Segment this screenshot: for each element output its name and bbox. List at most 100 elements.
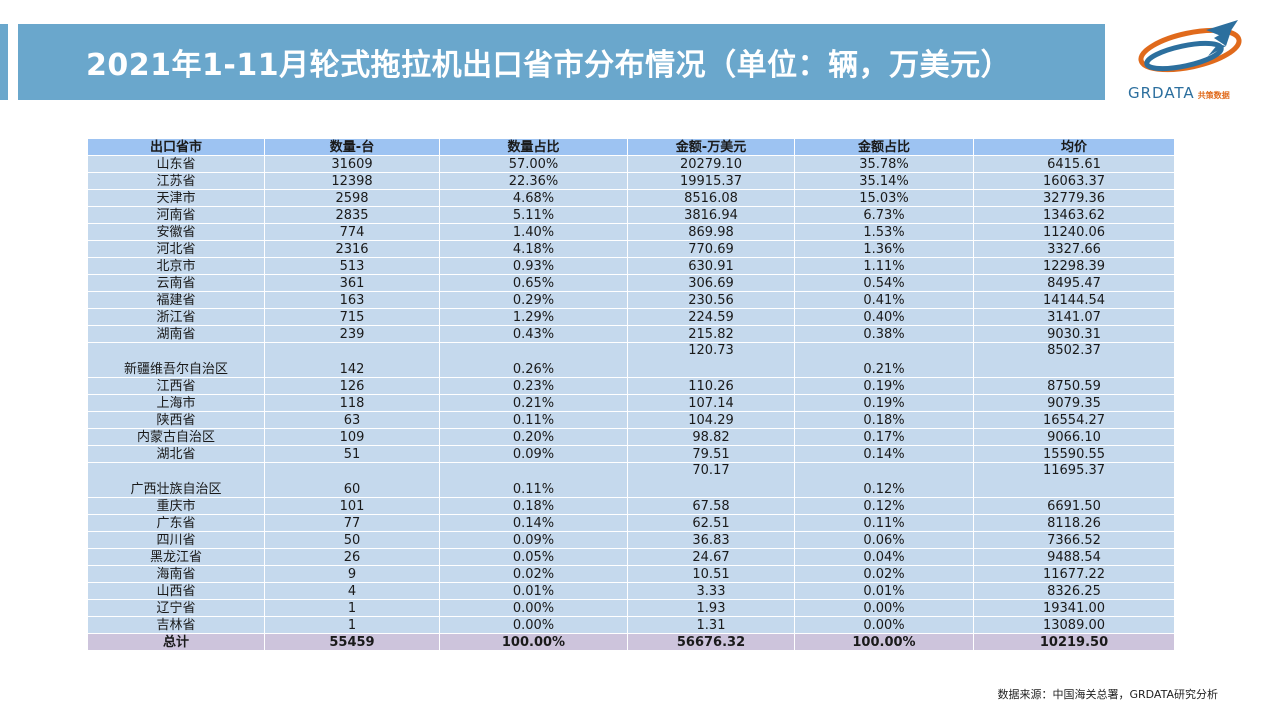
cell-qty: 2835 (264, 206, 440, 224)
table-row: 新疆维吾尔自治区 142 0.26% 120.73 0.21% 8502.37 (87, 342, 1175, 378)
cell-qty-share: 0.00% (439, 616, 628, 634)
cell-province: 海南省 (87, 565, 265, 583)
cell-amount: 67.58 (627, 497, 795, 515)
cell-province: 安徽省 (87, 223, 265, 241)
table-total-row: 总计 55459 100.00% 56676.32 100.00% 10219.… (87, 633, 1175, 651)
cell-qty-share: 57.00% (439, 155, 628, 173)
cell-qty-share: 0.65% (439, 274, 628, 292)
cell-amount: 306.69 (627, 274, 795, 292)
col-header-amount-share: 金额占比 (794, 138, 974, 156)
cell-province: 北京市 (87, 257, 265, 275)
table-row: 江西省 126 0.23% 110.26 0.19% 8750.59 (87, 377, 1175, 395)
cell-amount-share: 0.00% (794, 616, 974, 634)
cell-province: 湖北省 (87, 445, 265, 463)
cell-amount: 770.69 (627, 240, 795, 258)
cell-amount: 107.14 (627, 394, 795, 412)
cell-amount-share: 0.12% (794, 497, 974, 515)
cell-qty-share: 0.23% (439, 377, 628, 395)
total-label: 总计 (87, 633, 265, 651)
cell-avg-price: 11677.22 (973, 565, 1175, 583)
cell-qty: 774 (264, 223, 440, 241)
cell-amount: 230.56 (627, 291, 795, 309)
col-header-amount: 金额-万美元 (627, 138, 795, 156)
cell-qty: 77 (264, 514, 440, 532)
cell-amount-share: 0.01% (794, 582, 974, 600)
grdata-logo: GRDATA 共策数据 (1128, 16, 1252, 102)
table-header-row: 出口省市 数量-台 数量占比 金额-万美元 金额占比 均价 (87, 138, 1175, 156)
cell-qty: 163 (264, 291, 440, 309)
table-row: 北京市 513 0.93% 630.91 1.11% 12298.39 (87, 257, 1175, 275)
cell-amount: 3816.94 (627, 206, 795, 224)
cell-qty: 513 (264, 257, 440, 275)
total-amount-share: 100.00% (794, 633, 974, 651)
table-row: 云南省 361 0.65% 306.69 0.54% 8495.47 (87, 274, 1175, 292)
cell-qty: 51 (264, 445, 440, 463)
cell-qty-share: 5.11% (439, 206, 628, 224)
data-source-note: 数据来源：中国海关总署，GRDATA研究分析 (997, 688, 1218, 701)
cell-qty: 31609 (264, 155, 440, 173)
cell-province: 江苏省 (87, 172, 265, 190)
cell-qty-share: 4.18% (439, 240, 628, 258)
cell-amount: 630.91 (627, 257, 795, 275)
cell-qty: 63 (264, 411, 440, 429)
cell-province: 四川省 (87, 531, 265, 549)
cell-avg-price: 11240.06 (973, 223, 1175, 241)
cell-qty: 101 (264, 497, 440, 515)
cell-qty: 142 (264, 342, 440, 378)
cell-avg-price: 15590.55 (973, 445, 1175, 463)
export-table: 出口省市 数量-台 数量占比 金额-万美元 金额占比 均价 山东省 31609 57… (87, 138, 1175, 651)
cell-qty-share: 4.68% (439, 189, 628, 207)
cell-amount-share: 1.11% (794, 257, 974, 275)
cell-province: 福建省 (87, 291, 265, 309)
cell-amount-share: 0.04% (794, 548, 974, 566)
cell-qty-share: 0.11% (439, 462, 628, 498)
cell-amount-share: 1.36% (794, 240, 974, 258)
cell-qty-share: 0.01% (439, 582, 628, 600)
table-row: 浙江省 715 1.29% 224.59 0.40% 3141.07 (87, 308, 1175, 326)
cell-qty-share: 0.43% (439, 325, 628, 343)
cell-qty-share: 22.36% (439, 172, 628, 190)
cell-qty: 1 (264, 599, 440, 617)
cell-amount: 98.82 (627, 428, 795, 446)
cell-avg-price: 11695.37 (973, 462, 1175, 498)
cell-province: 河北省 (87, 240, 265, 258)
cell-avg-price: 12298.39 (973, 257, 1175, 275)
cell-amount-share: 0.06% (794, 531, 974, 549)
cell-amount: 36.83 (627, 531, 795, 549)
cell-amount: 20279.10 (627, 155, 795, 173)
table-row: 江苏省 12398 22.36% 19915.37 35.14% 16063.37 (87, 172, 1175, 190)
total-qty-share: 100.00% (439, 633, 628, 651)
cell-amount-share: 0.40% (794, 308, 974, 326)
cell-amount: 224.59 (627, 308, 795, 326)
table-row: 陕西省 63 0.11% 104.29 0.18% 16554.27 (87, 411, 1175, 429)
cell-qty-share: 0.14% (439, 514, 628, 532)
cell-qty: 12398 (264, 172, 440, 190)
cell-province: 湖南省 (87, 325, 265, 343)
cell-amount-share: 35.78% (794, 155, 974, 173)
cell-avg-price: 9488.54 (973, 548, 1175, 566)
cell-qty-share: 0.26% (439, 342, 628, 378)
table-row: 广西壮族自治区 60 0.11% 70.17 0.12% 11695.37 (87, 462, 1175, 498)
cell-province: 黑龙江省 (87, 548, 265, 566)
cell-province: 广东省 (87, 514, 265, 532)
cell-amount: 104.29 (627, 411, 795, 429)
cell-qty: 2316 (264, 240, 440, 258)
col-header-qty-share: 数量占比 (439, 138, 628, 156)
cell-avg-price: 16554.27 (973, 411, 1175, 429)
cell-amount-share: 0.19% (794, 377, 974, 395)
table-row: 吉林省 1 0.00% 1.31 0.00% 13089.00 (87, 616, 1175, 634)
cell-amount-share: 0.14% (794, 445, 974, 463)
cell-avg-price: 13089.00 (973, 616, 1175, 634)
table-row: 河北省 2316 4.18% 770.69 1.36% 3327.66 (87, 240, 1175, 258)
cell-province: 内蒙古自治区 (87, 428, 265, 446)
table-row: 湖北省 51 0.09% 79.51 0.14% 15590.55 (87, 445, 1175, 463)
cell-amount: 10.51 (627, 565, 795, 583)
cell-amount: 110.26 (627, 377, 795, 395)
total-avg-price: 10219.50 (973, 633, 1175, 651)
cell-amount-share: 0.41% (794, 291, 974, 309)
cell-qty: 239 (264, 325, 440, 343)
table-row: 安徽省 774 1.40% 869.98 1.53% 11240.06 (87, 223, 1175, 241)
table-row: 山东省 31609 57.00% 20279.10 35.78% 6415.61 (87, 155, 1175, 173)
cell-avg-price: 14144.54 (973, 291, 1175, 309)
cell-avg-price: 9066.10 (973, 428, 1175, 446)
